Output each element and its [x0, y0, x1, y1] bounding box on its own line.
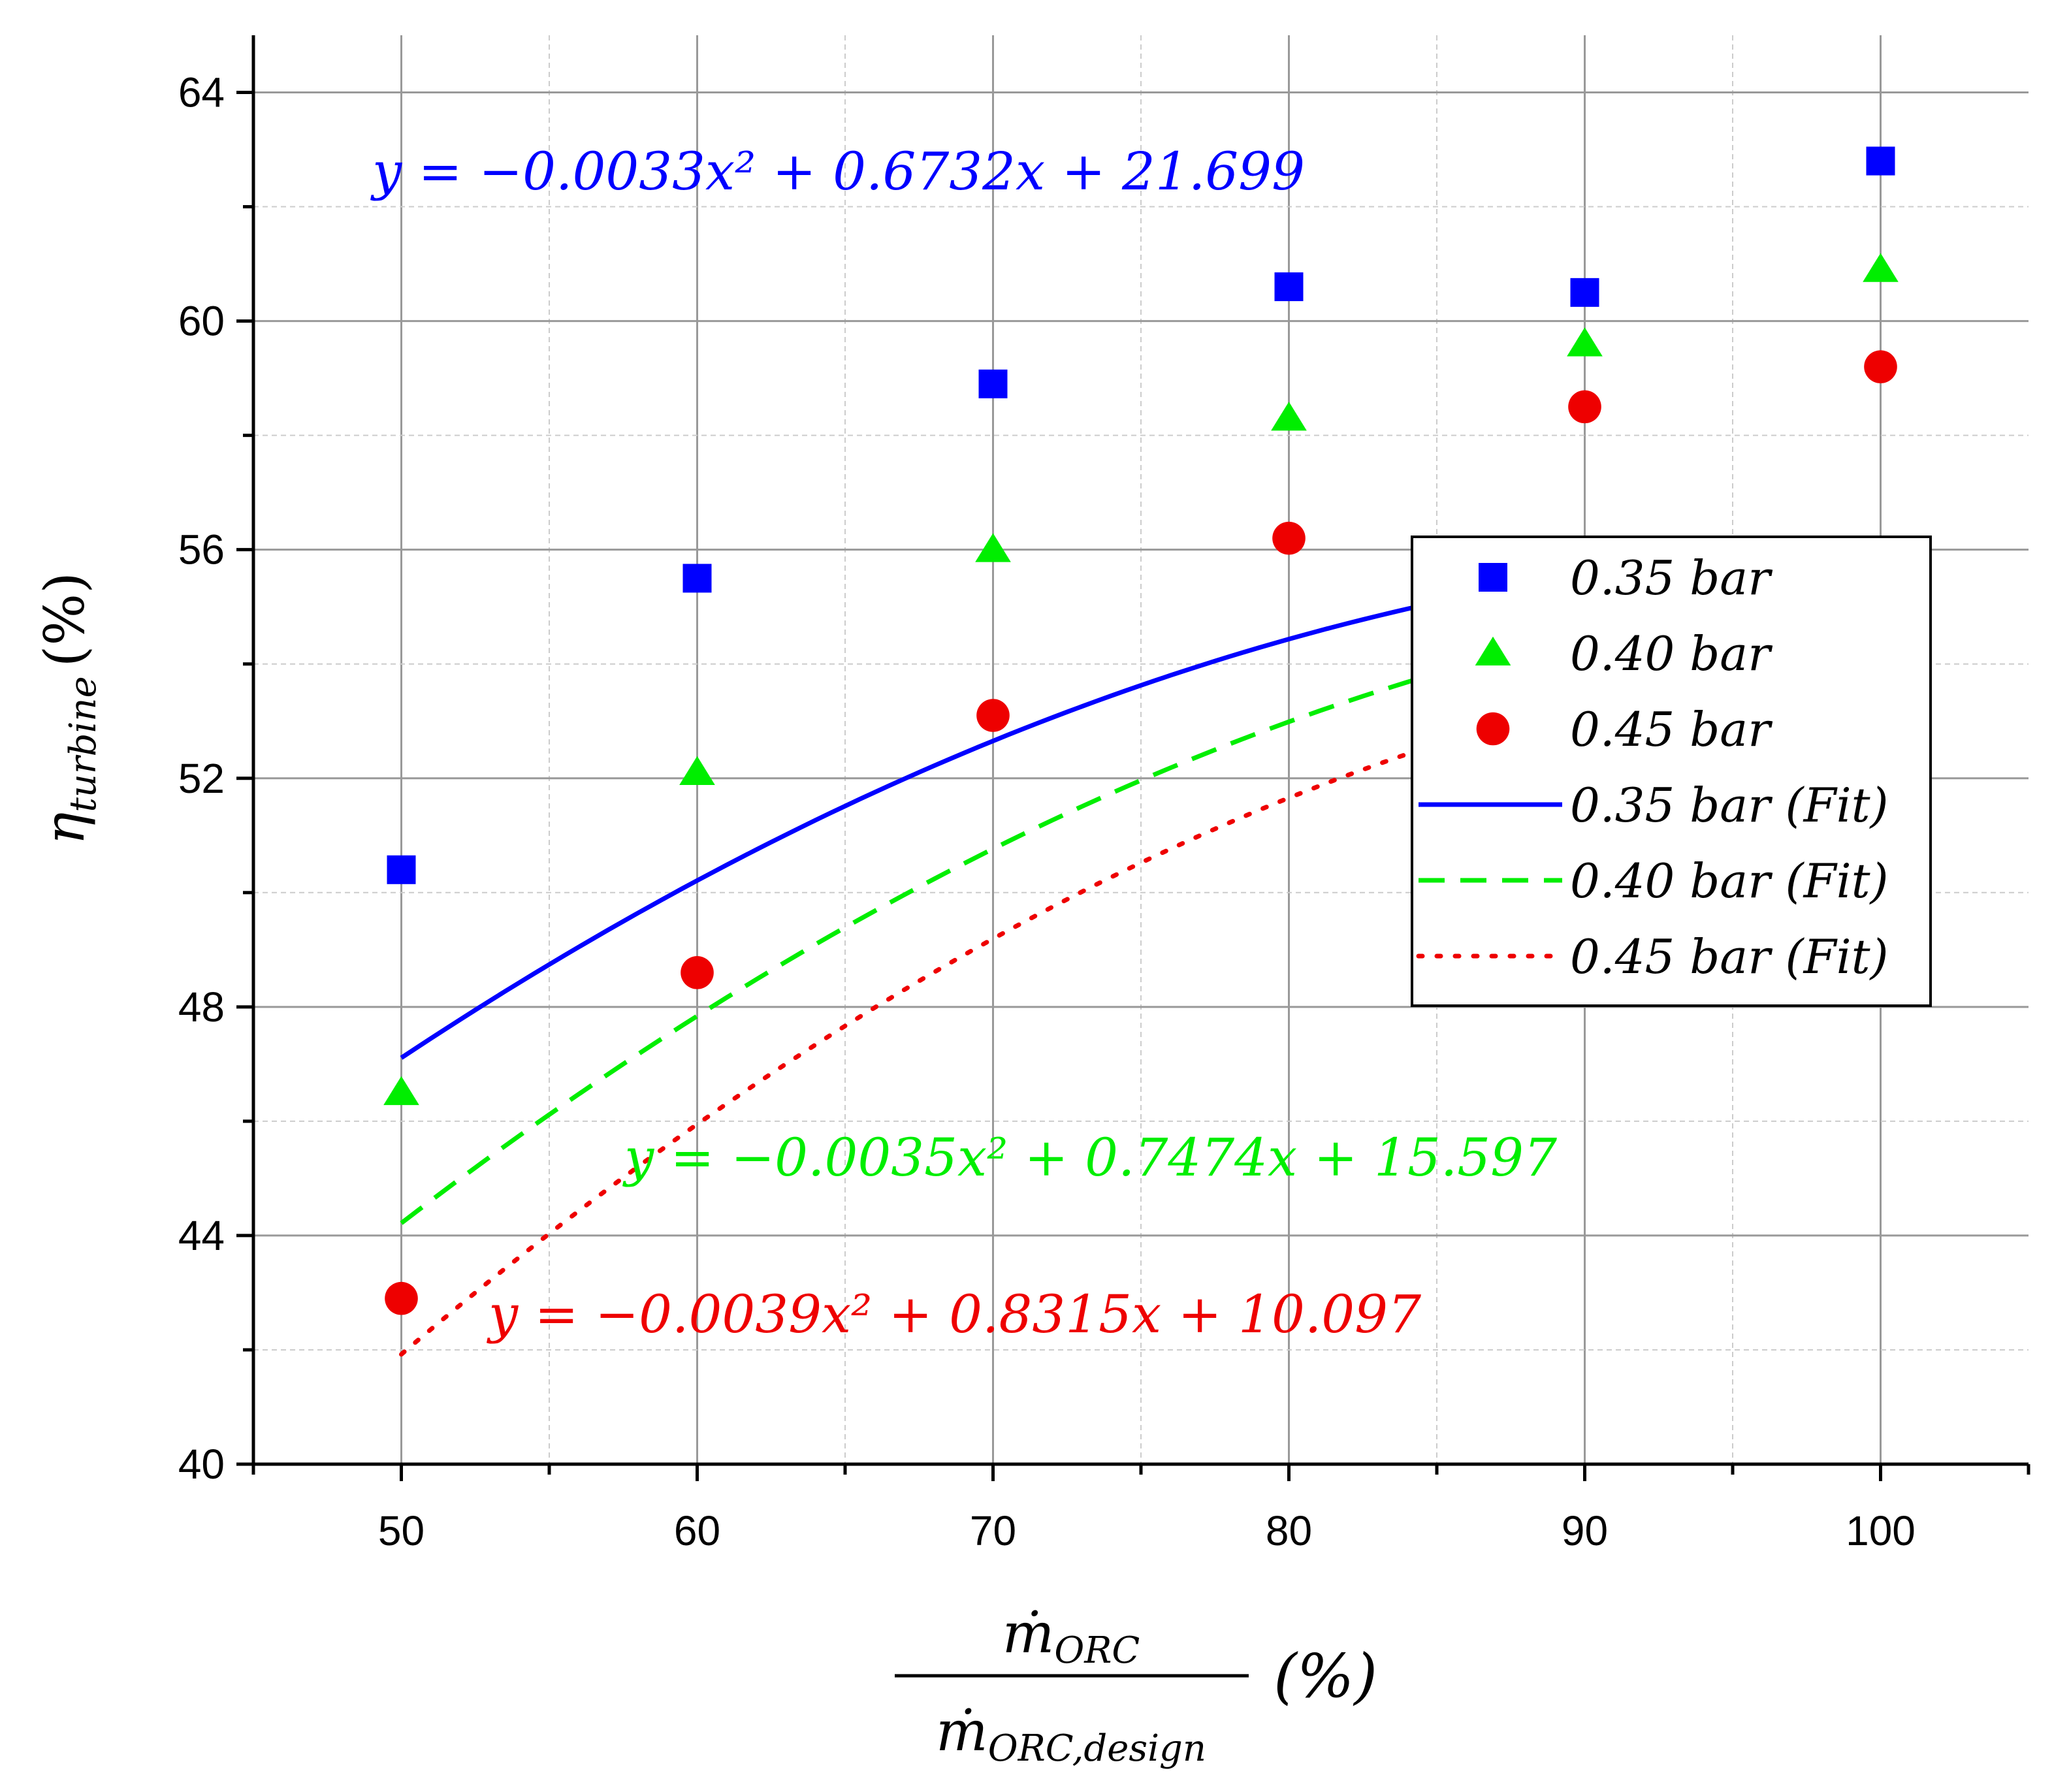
data-point-square: [1274, 272, 1304, 302]
equation-0-45-bar: y = −0.0039x² + 0.8315x + 10.097: [487, 1284, 1421, 1345]
legend: 0.35 bar 0.40 bar 0.45 bar 0.35 bar (Fit) 0.…: [1411, 536, 1932, 1007]
x-label-denominator-sub: ORC,design: [988, 1727, 1206, 1770]
y-tick-label: 48: [178, 984, 225, 1031]
y-tick-label: 40: [178, 1441, 225, 1488]
y-tick-label: 44: [178, 1212, 225, 1259]
fit-equations: y = −0.0033x² + 0.6732x + 21.699 y = −0.0…: [370, 141, 1557, 1345]
data-point-square: [387, 855, 416, 884]
svg-text:ηturbine(%): ηturbine (%): [33, 572, 104, 845]
x-tick-label: 90: [1562, 1507, 1608, 1554]
data-point-square: [682, 564, 712, 593]
data-point-triangle: [975, 533, 1011, 562]
y-label-unit: (%): [33, 572, 97, 667]
x-tick-label: 70: [970, 1507, 1016, 1554]
legend-label-2: 0.45 bar: [1570, 702, 1772, 757]
data-point-circle: [976, 699, 1010, 732]
x-label-denominator: ṁ: [936, 1699, 988, 1763]
svg-text:ṁORC: ṁORC: [1002, 1601, 1140, 1672]
x-label-numerator: ṁ: [1002, 1601, 1055, 1665]
x-axis-label: ṁORC ṁORC,design (%): [895, 1601, 1377, 1770]
y-label-symbol: η: [33, 812, 97, 845]
data-point-square: [978, 369, 1008, 398]
y-tick-label: 52: [178, 755, 225, 802]
data-point-square: [1866, 146, 1895, 176]
equation-0-40-bar: y = −0.0035x² + 0.7474x + 15.597: [622, 1127, 1557, 1188]
axes: 50 60 70 80 90 100 40 44 48 52 56 60 64: [178, 35, 2030, 1554]
data-point-circle: [1476, 712, 1510, 746]
equation-0-35-bar: y = −0.0033x² + 0.6732x + 21.699: [370, 141, 1305, 202]
legend-items: 0.35 bar 0.40 bar 0.45 bar 0.35 bar (Fit) 0.…: [1416, 551, 1889, 984]
data-point-square: [1479, 563, 1507, 592]
x-tick-label: 50: [378, 1507, 425, 1554]
svg-text:ṁORC,design: ṁORC,design: [936, 1699, 1206, 1770]
data-point-circle: [385, 1281, 418, 1315]
legend-box: [1411, 536, 1932, 1007]
y-tick-label: 60: [178, 298, 225, 345]
x-tick-label: 60: [674, 1507, 720, 1554]
data-point-circle: [1864, 350, 1897, 383]
y-tick-label: 64: [178, 69, 225, 116]
x-tick-label: 100: [1846, 1507, 1916, 1554]
y-tick-label: 56: [178, 526, 225, 573]
data-points: [383, 146, 1899, 1315]
legend-label-0: 0.35 bar: [1570, 551, 1772, 605]
legend-fit-label-1: 0.40 bar (Fit): [1570, 854, 1889, 908]
data-point-triangle: [1863, 253, 1899, 282]
legend-fit-label-0: 0.35 bar (Fit): [1570, 778, 1889, 833]
legend-label-1: 0.40 bar: [1570, 626, 1772, 681]
data-point-circle: [1568, 390, 1601, 424]
legend-fit-label-2: 0.45 bar (Fit): [1570, 929, 1889, 984]
data-point-square: [1570, 278, 1599, 307]
data-point-triangle: [1271, 402, 1307, 431]
y-axis-label: ηturbine (%): [33, 572, 104, 845]
y-label-subscript: turbine: [62, 676, 104, 812]
data-point-triangle: [1475, 636, 1511, 665]
data-point-triangle: [383, 1076, 419, 1106]
data-point-circle: [681, 956, 714, 989]
x-tick-label: 80: [1266, 1507, 1312, 1554]
data-point-triangle: [1567, 327, 1603, 357]
x-label-unit: (%): [1274, 1641, 1377, 1711]
data-point-circle: [1272, 521, 1306, 555]
data-point-triangle: [679, 756, 715, 785]
x-label-numerator-sub: ORC: [1054, 1629, 1140, 1672]
